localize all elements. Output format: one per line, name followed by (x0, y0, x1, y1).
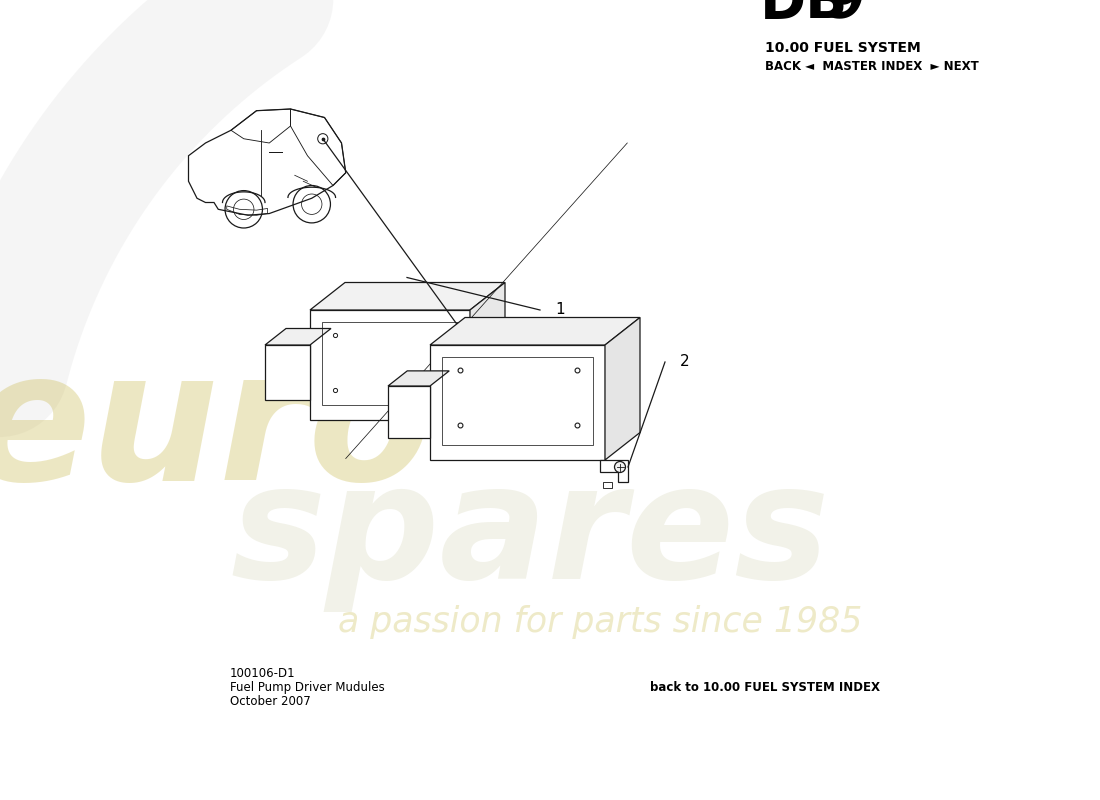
Text: euro: euro (0, 342, 432, 518)
Text: 1: 1 (556, 302, 564, 318)
Text: 2: 2 (680, 354, 690, 370)
Text: a passion for parts since 1985: a passion for parts since 1985 (338, 605, 862, 639)
Circle shape (615, 462, 626, 473)
Text: 9: 9 (828, 0, 865, 28)
Polygon shape (603, 482, 612, 488)
Text: spares: spares (230, 458, 829, 613)
Text: DB: DB (760, 0, 848, 30)
Text: 10.00 FUEL SYSTEM: 10.00 FUEL SYSTEM (764, 41, 921, 55)
Polygon shape (430, 345, 605, 460)
Text: Fuel Pump Driver Mudules: Fuel Pump Driver Mudules (230, 681, 385, 694)
Polygon shape (605, 318, 640, 460)
Text: October 2007: October 2007 (230, 695, 310, 708)
Text: 100106-D1: 100106-D1 (230, 667, 296, 680)
Polygon shape (265, 345, 310, 400)
Polygon shape (265, 329, 331, 345)
Polygon shape (430, 318, 640, 345)
Text: back to 10.00 FUEL SYSTEM INDEX: back to 10.00 FUEL SYSTEM INDEX (650, 681, 880, 694)
Polygon shape (600, 460, 628, 482)
Polygon shape (388, 386, 430, 438)
Polygon shape (388, 371, 449, 386)
Polygon shape (470, 282, 505, 420)
Polygon shape (310, 310, 470, 420)
Text: BACK ◄  MASTER INDEX  ► NEXT: BACK ◄ MASTER INDEX ► NEXT (764, 60, 979, 73)
Polygon shape (310, 282, 505, 310)
